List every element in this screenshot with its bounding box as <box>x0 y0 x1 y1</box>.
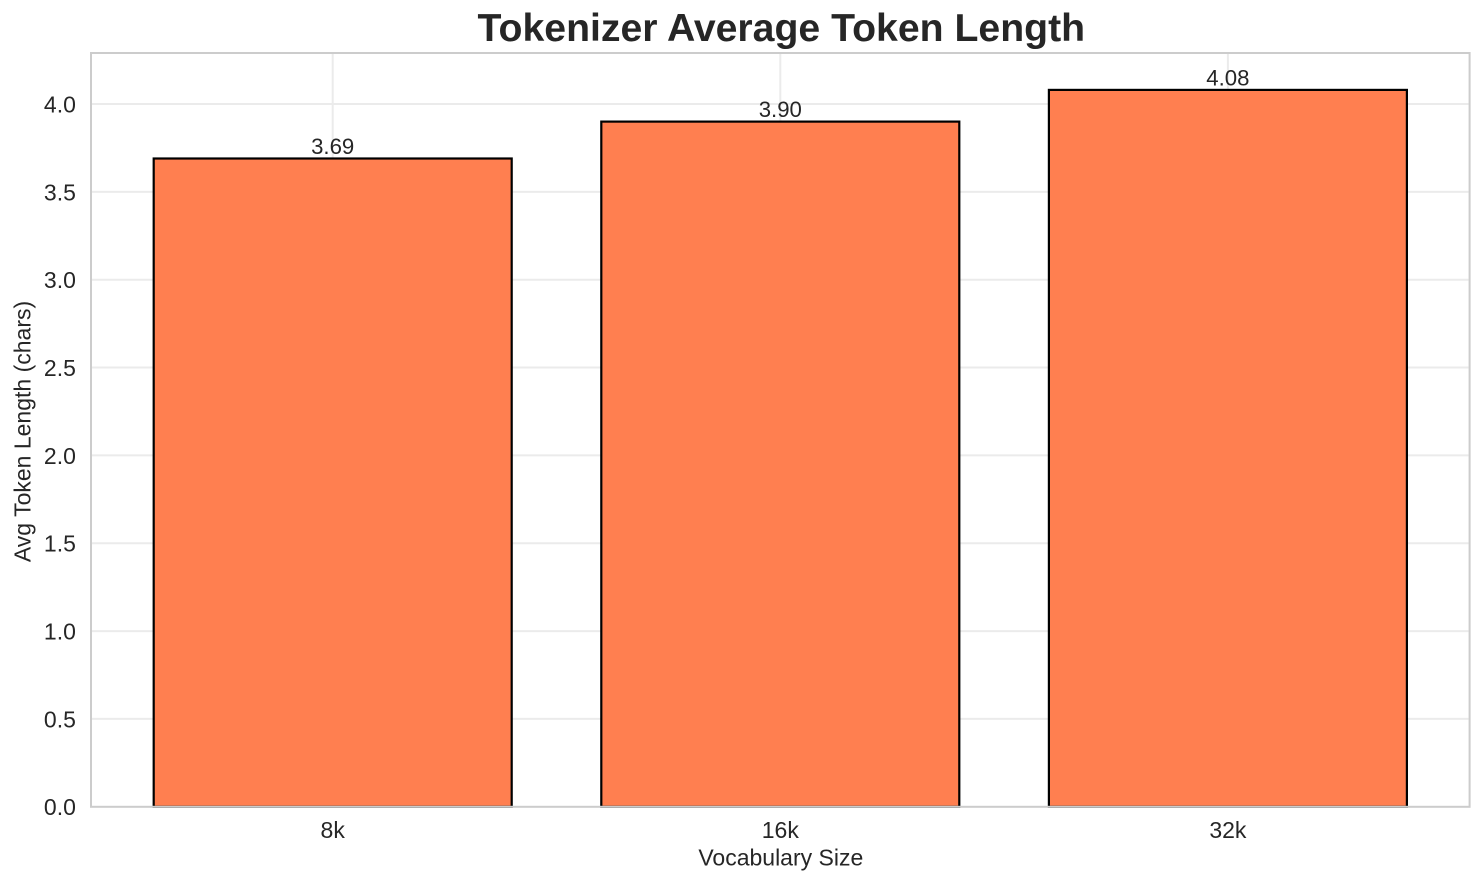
svg-text:16k: 16k <box>762 817 800 843</box>
svg-text:1.0: 1.0 <box>44 619 76 645</box>
svg-text:Avg Token Length (chars): Avg Token Length (chars) <box>9 301 35 562</box>
svg-text:2.5: 2.5 <box>44 355 76 381</box>
svg-text:3.69: 3.69 <box>311 134 354 159</box>
svg-text:8k: 8k <box>321 817 346 843</box>
svg-text:2.0: 2.0 <box>44 443 76 469</box>
svg-text:4.08: 4.08 <box>1206 65 1249 90</box>
svg-text:3.90: 3.90 <box>759 97 802 122</box>
svg-text:0.5: 0.5 <box>44 706 76 732</box>
svg-text:4.0: 4.0 <box>44 91 76 117</box>
svg-text:Vocabulary Size: Vocabulary Size <box>698 845 863 871</box>
svg-text:1.5: 1.5 <box>44 531 76 557</box>
svg-text:Tokenizer Average Token Length: Tokenizer Average Token Length <box>478 7 1086 50</box>
svg-text:32k: 32k <box>1209 817 1247 843</box>
svg-text:3.5: 3.5 <box>44 179 76 205</box>
svg-text:0.0: 0.0 <box>44 794 76 820</box>
svg-text:3.0: 3.0 <box>44 267 76 293</box>
